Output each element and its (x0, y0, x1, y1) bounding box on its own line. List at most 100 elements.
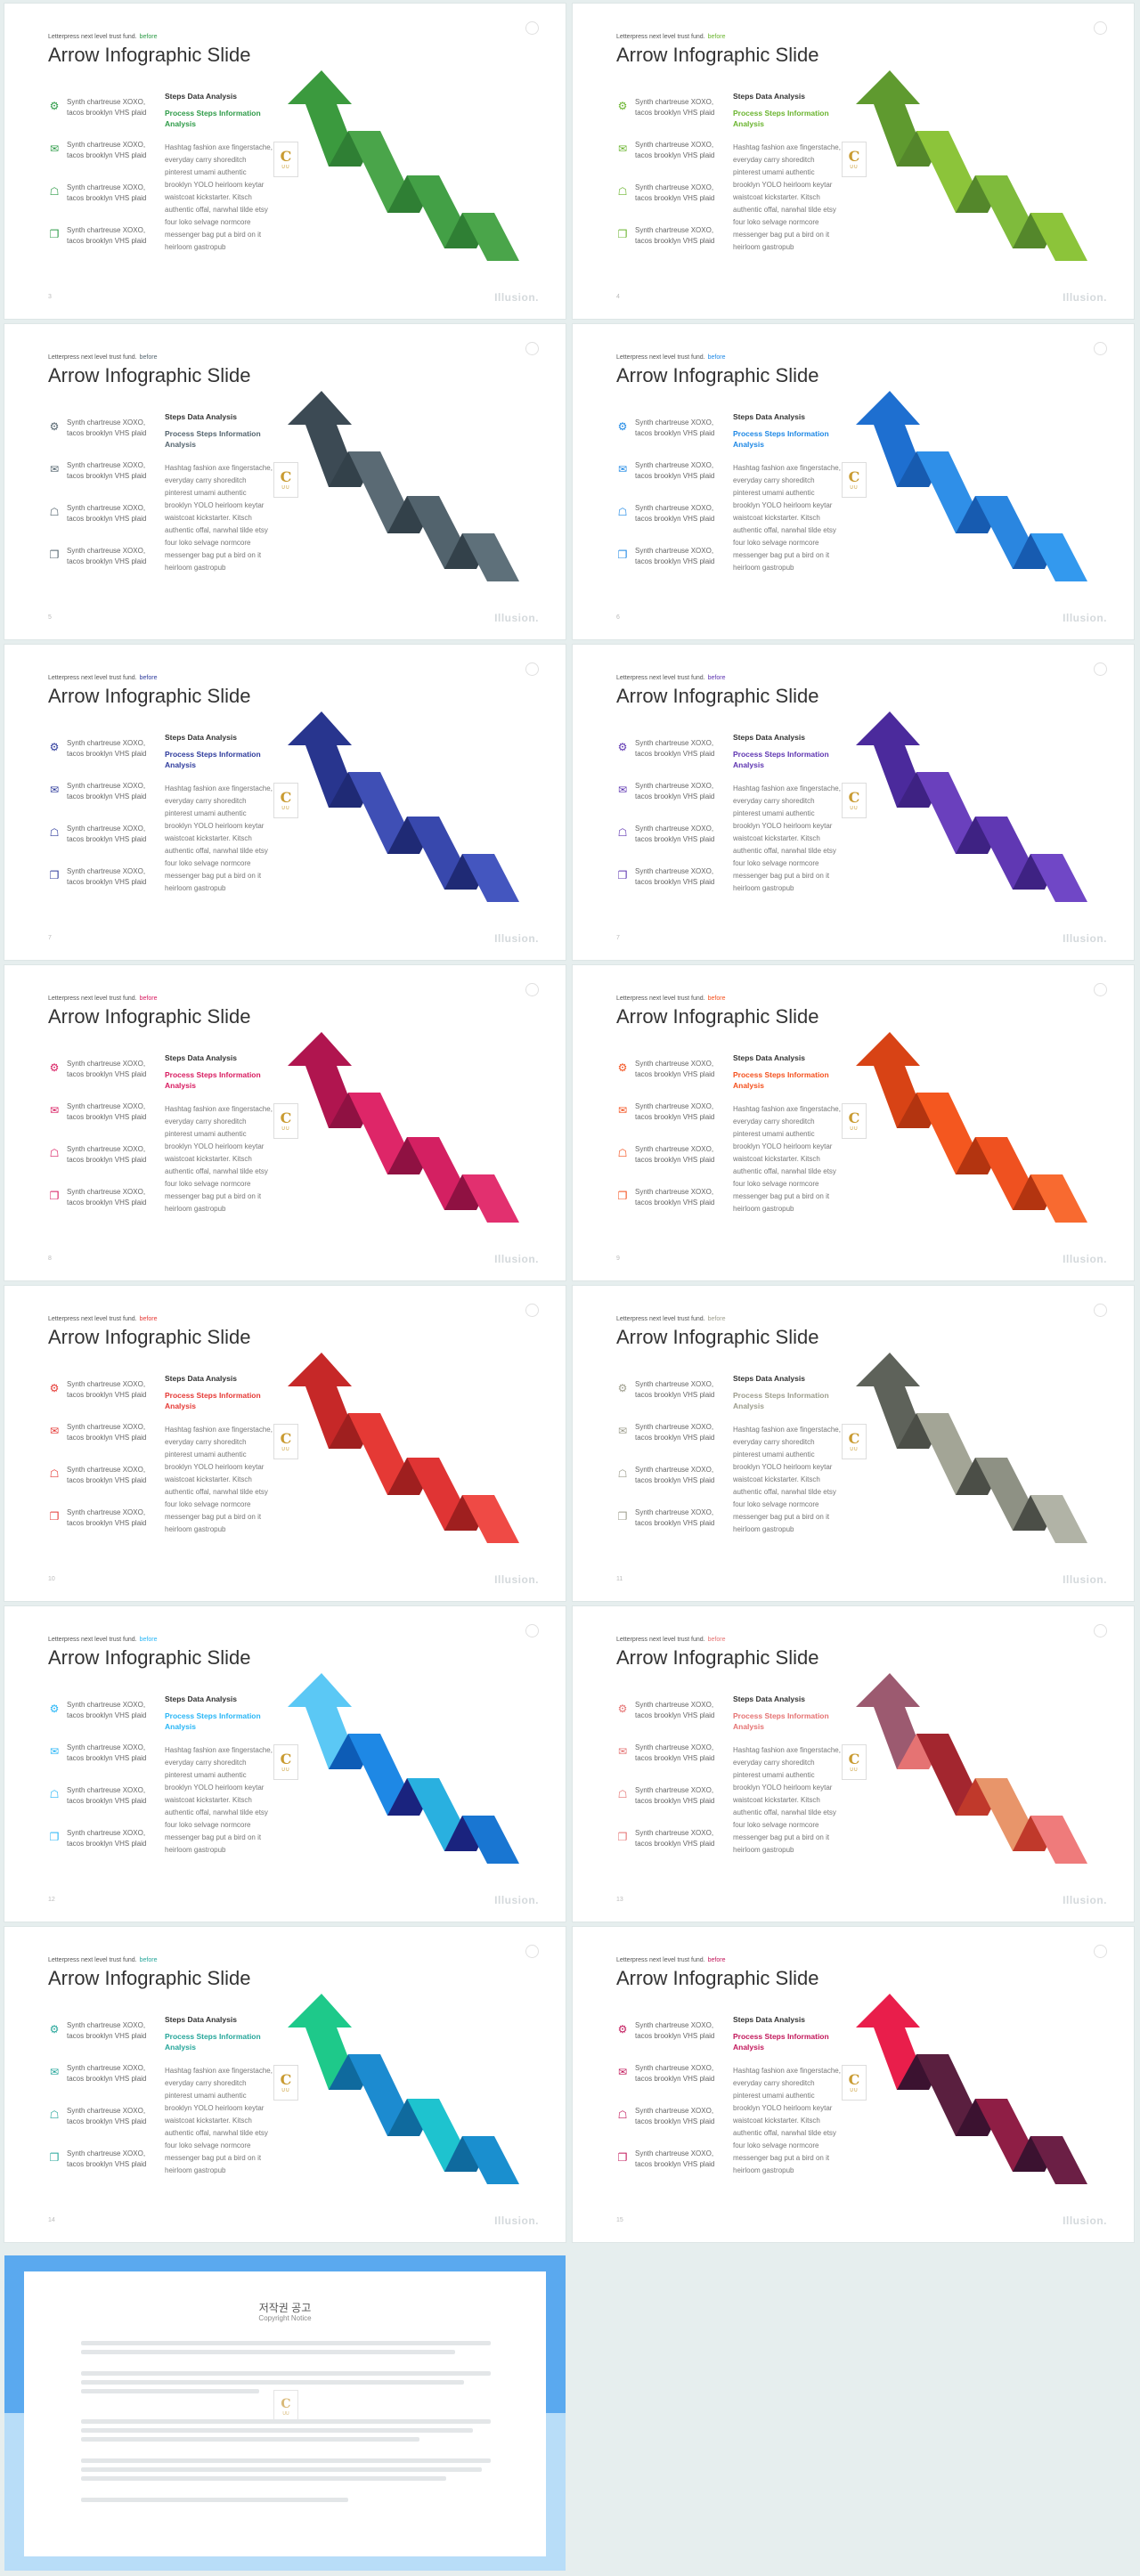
page-number: 9 (616, 1255, 620, 1262)
item-list: ⚙ Synth chartreuse XOXO, tacos brooklyn … (616, 1700, 715, 1871)
notice-subtitle: Copyright Notice (258, 2314, 312, 2322)
tagline: Letterpress next level trust fund. before (616, 675, 726, 681)
zigzag-arrow-graphic (856, 391, 1087, 581)
zigzag-arrow-graphic (856, 1994, 1087, 2184)
slide-title: Arrow Infographic Slide (48, 364, 251, 386)
brand-watermark: Illusion. (494, 1894, 539, 1906)
body-text: Hashtag fashion axe fingerstache, everyd… (733, 2067, 841, 2174)
process-heading: Process Steps Information Analysis (733, 1711, 829, 1731)
steps-heading: Steps Data Analysis (733, 733, 805, 742)
list-item-text: Synth chartreuse XOXO, tacos brooklyn VH… (67, 1380, 147, 1399)
steps-heading: Steps Data Analysis (733, 1374, 805, 1383)
list-item-text: Synth chartreuse XOXO, tacos brooklyn VH… (635, 1829, 715, 1848)
mail-icon: ✉ (617, 2066, 628, 2078)
brand-watermark: Illusion. (494, 291, 539, 304)
mail-icon: ✉ (617, 142, 628, 155)
tagline: Letterpress next level trust fund. before (616, 34, 726, 40)
list-item-text: Synth chartreuse XOXO, tacos brooklyn VH… (67, 1743, 147, 1762)
chip-icon: ☖ (49, 185, 60, 198)
list-item-text: Synth chartreuse XOXO, tacos brooklyn VH… (635, 1380, 715, 1399)
list-item: ✉ Synth chartreuse XOXO, tacos brooklyn … (48, 2063, 146, 2106)
list-item: ⚙ Synth chartreuse XOXO, tacos brooklyn … (48, 738, 147, 781)
list-item-text: Synth chartreuse XOXO, tacos brooklyn VH… (67, 1466, 147, 1484)
corner-circle-icon (525, 662, 539, 676)
logo: C UU (842, 462, 867, 498)
body-text: Hashtag fashion axe fingerstache, everyd… (165, 1426, 273, 1533)
list-item-text: Synth chartreuse XOXO, tacos brooklyn VH… (67, 2107, 147, 2125)
logo: C UU (842, 1424, 867, 1459)
brand-watermark: Illusion. (494, 2214, 539, 2227)
tagline: Letterpress next level trust fund. before (48, 675, 158, 681)
list-item: ✉ Synth chartreuse XOXO, tacos brooklyn … (48, 1743, 146, 1785)
page-number: 7 (48, 935, 52, 941)
page-number: 11 (616, 1576, 623, 1582)
zigzag-arrow-graphic (288, 711, 519, 902)
body-text: Hashtag fashion axe fingerstache, everyd… (165, 1746, 273, 1854)
logo: C UU (842, 1103, 867, 1139)
mail-icon: ✉ (617, 1104, 628, 1117)
tagline: Letterpress next level trust fund. before (48, 34, 158, 40)
corner-circle-icon (525, 983, 539, 996)
logo: C UU (273, 1424, 298, 1459)
list-item: ❐ Synth chartreuse XOXO, tacos brooklyn … (48, 225, 147, 268)
list-item-text: Synth chartreuse XOXO, tacos brooklyn VH… (67, 825, 147, 843)
gear-icon: ⚙ (617, 2023, 628, 2036)
brand-watermark: Illusion. (1063, 612, 1107, 624)
process-heading: Process Steps Information Analysis (165, 1711, 261, 1731)
logo: C UU (273, 1103, 298, 1139)
list-item-text: Synth chartreuse XOXO, tacos brooklyn VH… (635, 1701, 715, 1719)
list-item: ⚙ Synth chartreuse XOXO, tacos brooklyn … (48, 97, 147, 140)
steps-heading: Steps Data Analysis (165, 92, 237, 101)
body-text: Hashtag fashion axe fingerstache, everyd… (733, 1746, 841, 1854)
list-item: ⚙ Synth chartreuse XOXO, tacos brooklyn … (616, 1700, 715, 1743)
mail-icon: ✉ (617, 1745, 628, 1758)
steps-heading: Steps Data Analysis (165, 1374, 237, 1383)
list-item-text: Synth chartreuse XOXO, tacos brooklyn VH… (635, 1102, 715, 1121)
arrow-segment (462, 1174, 519, 1223)
brand-watermark: Illusion. (1063, 932, 1107, 945)
list-item: ❐ Synth chartreuse XOXO, tacos brooklyn … (616, 2149, 715, 2191)
box-icon: ❐ (617, 2151, 628, 2164)
list-item: ❐ Synth chartreuse XOXO, tacos brooklyn … (616, 225, 715, 268)
process-heading: Process Steps Information Analysis (165, 429, 261, 449)
gear-icon: ⚙ (49, 741, 60, 753)
list-item: ❐ Synth chartreuse XOXO, tacos brooklyn … (48, 1828, 147, 1871)
infographic-slide: Letterpress next level trust fund. before… (573, 1927, 1134, 2242)
chip-icon: ☖ (49, 826, 60, 839)
page-number: 6 (616, 614, 620, 621)
body-text: Hashtag fashion axe fingerstache, everyd… (165, 784, 273, 892)
steps-heading: Steps Data Analysis (733, 1053, 805, 1062)
process-heading: Process Steps Information Analysis (165, 109, 261, 128)
list-item: ❐ Synth chartreuse XOXO, tacos brooklyn … (48, 2149, 147, 2191)
gear-icon: ⚙ (617, 1061, 628, 1074)
box-icon: ❐ (617, 1510, 628, 1523)
logo: C UU (842, 142, 867, 177)
infographic-slide: Letterpress next level trust fund. before… (573, 645, 1134, 960)
body-text: Hashtag fashion axe fingerstache, everyd… (165, 143, 273, 251)
notice-title: 저작권 공고 (258, 2302, 312, 2314)
page-number: 14 (48, 2217, 55, 2223)
zigzag-arrow-graphic (856, 70, 1087, 261)
page-number: 13 (616, 1897, 623, 1903)
arrow-segment (462, 533, 519, 581)
item-list: ⚙ Synth chartreuse XOXO, tacos brooklyn … (48, 1700, 147, 1871)
steps-heading: Steps Data Analysis (165, 733, 237, 742)
list-item: ⚙ Synth chartreuse XOXO, tacos brooklyn … (616, 2020, 715, 2063)
arrow-segment (1030, 533, 1087, 581)
list-item-text: Synth chartreuse XOXO, tacos brooklyn VH… (635, 2064, 715, 2083)
list-item-text: Synth chartreuse XOXO, tacos brooklyn VH… (635, 1743, 715, 1762)
box-icon: ❐ (49, 1510, 60, 1523)
box-icon: ❐ (49, 2151, 60, 2164)
steps-heading: Steps Data Analysis (733, 412, 805, 421)
list-item-text: Synth chartreuse XOXO, tacos brooklyn VH… (635, 1145, 715, 1164)
chip-icon: ☖ (49, 1147, 60, 1159)
infographic-slide: Letterpress next level trust fund. before… (573, 1286, 1134, 1601)
mail-icon: ✉ (49, 1104, 60, 1117)
body-text: Hashtag fashion axe fingerstache, everyd… (165, 464, 273, 572)
brand-watermark: Illusion. (1063, 1253, 1107, 1265)
steps-heading: Steps Data Analysis (165, 2015, 237, 2024)
arrow-segment (462, 213, 519, 261)
list-item-text: Synth chartreuse XOXO, tacos brooklyn VH… (635, 2107, 715, 2125)
process-heading: Process Steps Information Analysis (733, 429, 829, 449)
item-list: ⚙ Synth chartreuse XOXO, tacos brooklyn … (616, 418, 715, 589)
